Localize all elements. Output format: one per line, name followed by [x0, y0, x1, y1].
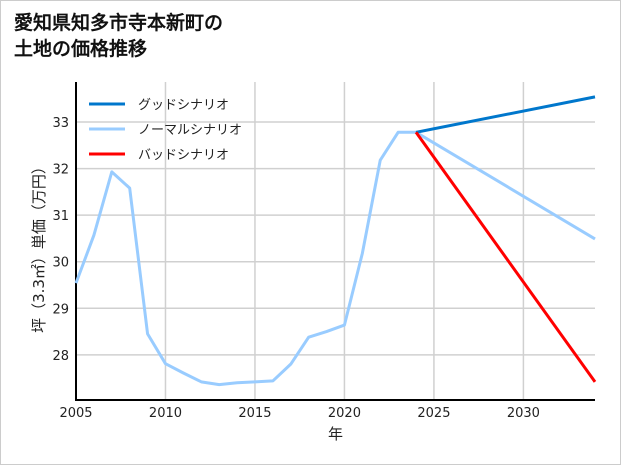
y-tick-label: 33	[52, 116, 69, 131]
x-tick-label: 2025	[417, 406, 450, 421]
title-line-2: 土地の価格推移	[14, 38, 148, 60]
y-tick-label: 31	[52, 209, 69, 224]
y-axis-label: 坪（3.3㎡）単価（万円）	[30, 159, 48, 333]
y-tick-label: 32	[52, 163, 69, 178]
series-line-2	[414, 131, 597, 383]
x-tick-label: 2030	[507, 406, 540, 421]
x-tick-label: 2020	[328, 406, 361, 421]
legend-label: グッドシナリオ	[138, 98, 229, 113]
y-tick-label: 29	[52, 302, 69, 317]
x-tick-label: 2015	[238, 406, 271, 421]
legend-label: ノーマルシナリオ	[138, 123, 242, 138]
x-tick-label: 2005	[59, 406, 92, 421]
y-tick-label: 28	[52, 349, 69, 364]
x-axis-label: 年	[328, 425, 343, 443]
title-line-1: 愛知県知多市寺本新町の	[14, 12, 224, 34]
y-tick-label: 30	[52, 256, 69, 271]
series-line-1	[74, 130, 596, 387]
x-tick-label: 2010	[149, 406, 182, 421]
series-line-0	[415, 95, 596, 134]
legend-label: バッドシナリオ	[138, 148, 229, 163]
chart-title: 愛知県知多市寺本新町の 土地の価格推移	[14, 10, 223, 62]
